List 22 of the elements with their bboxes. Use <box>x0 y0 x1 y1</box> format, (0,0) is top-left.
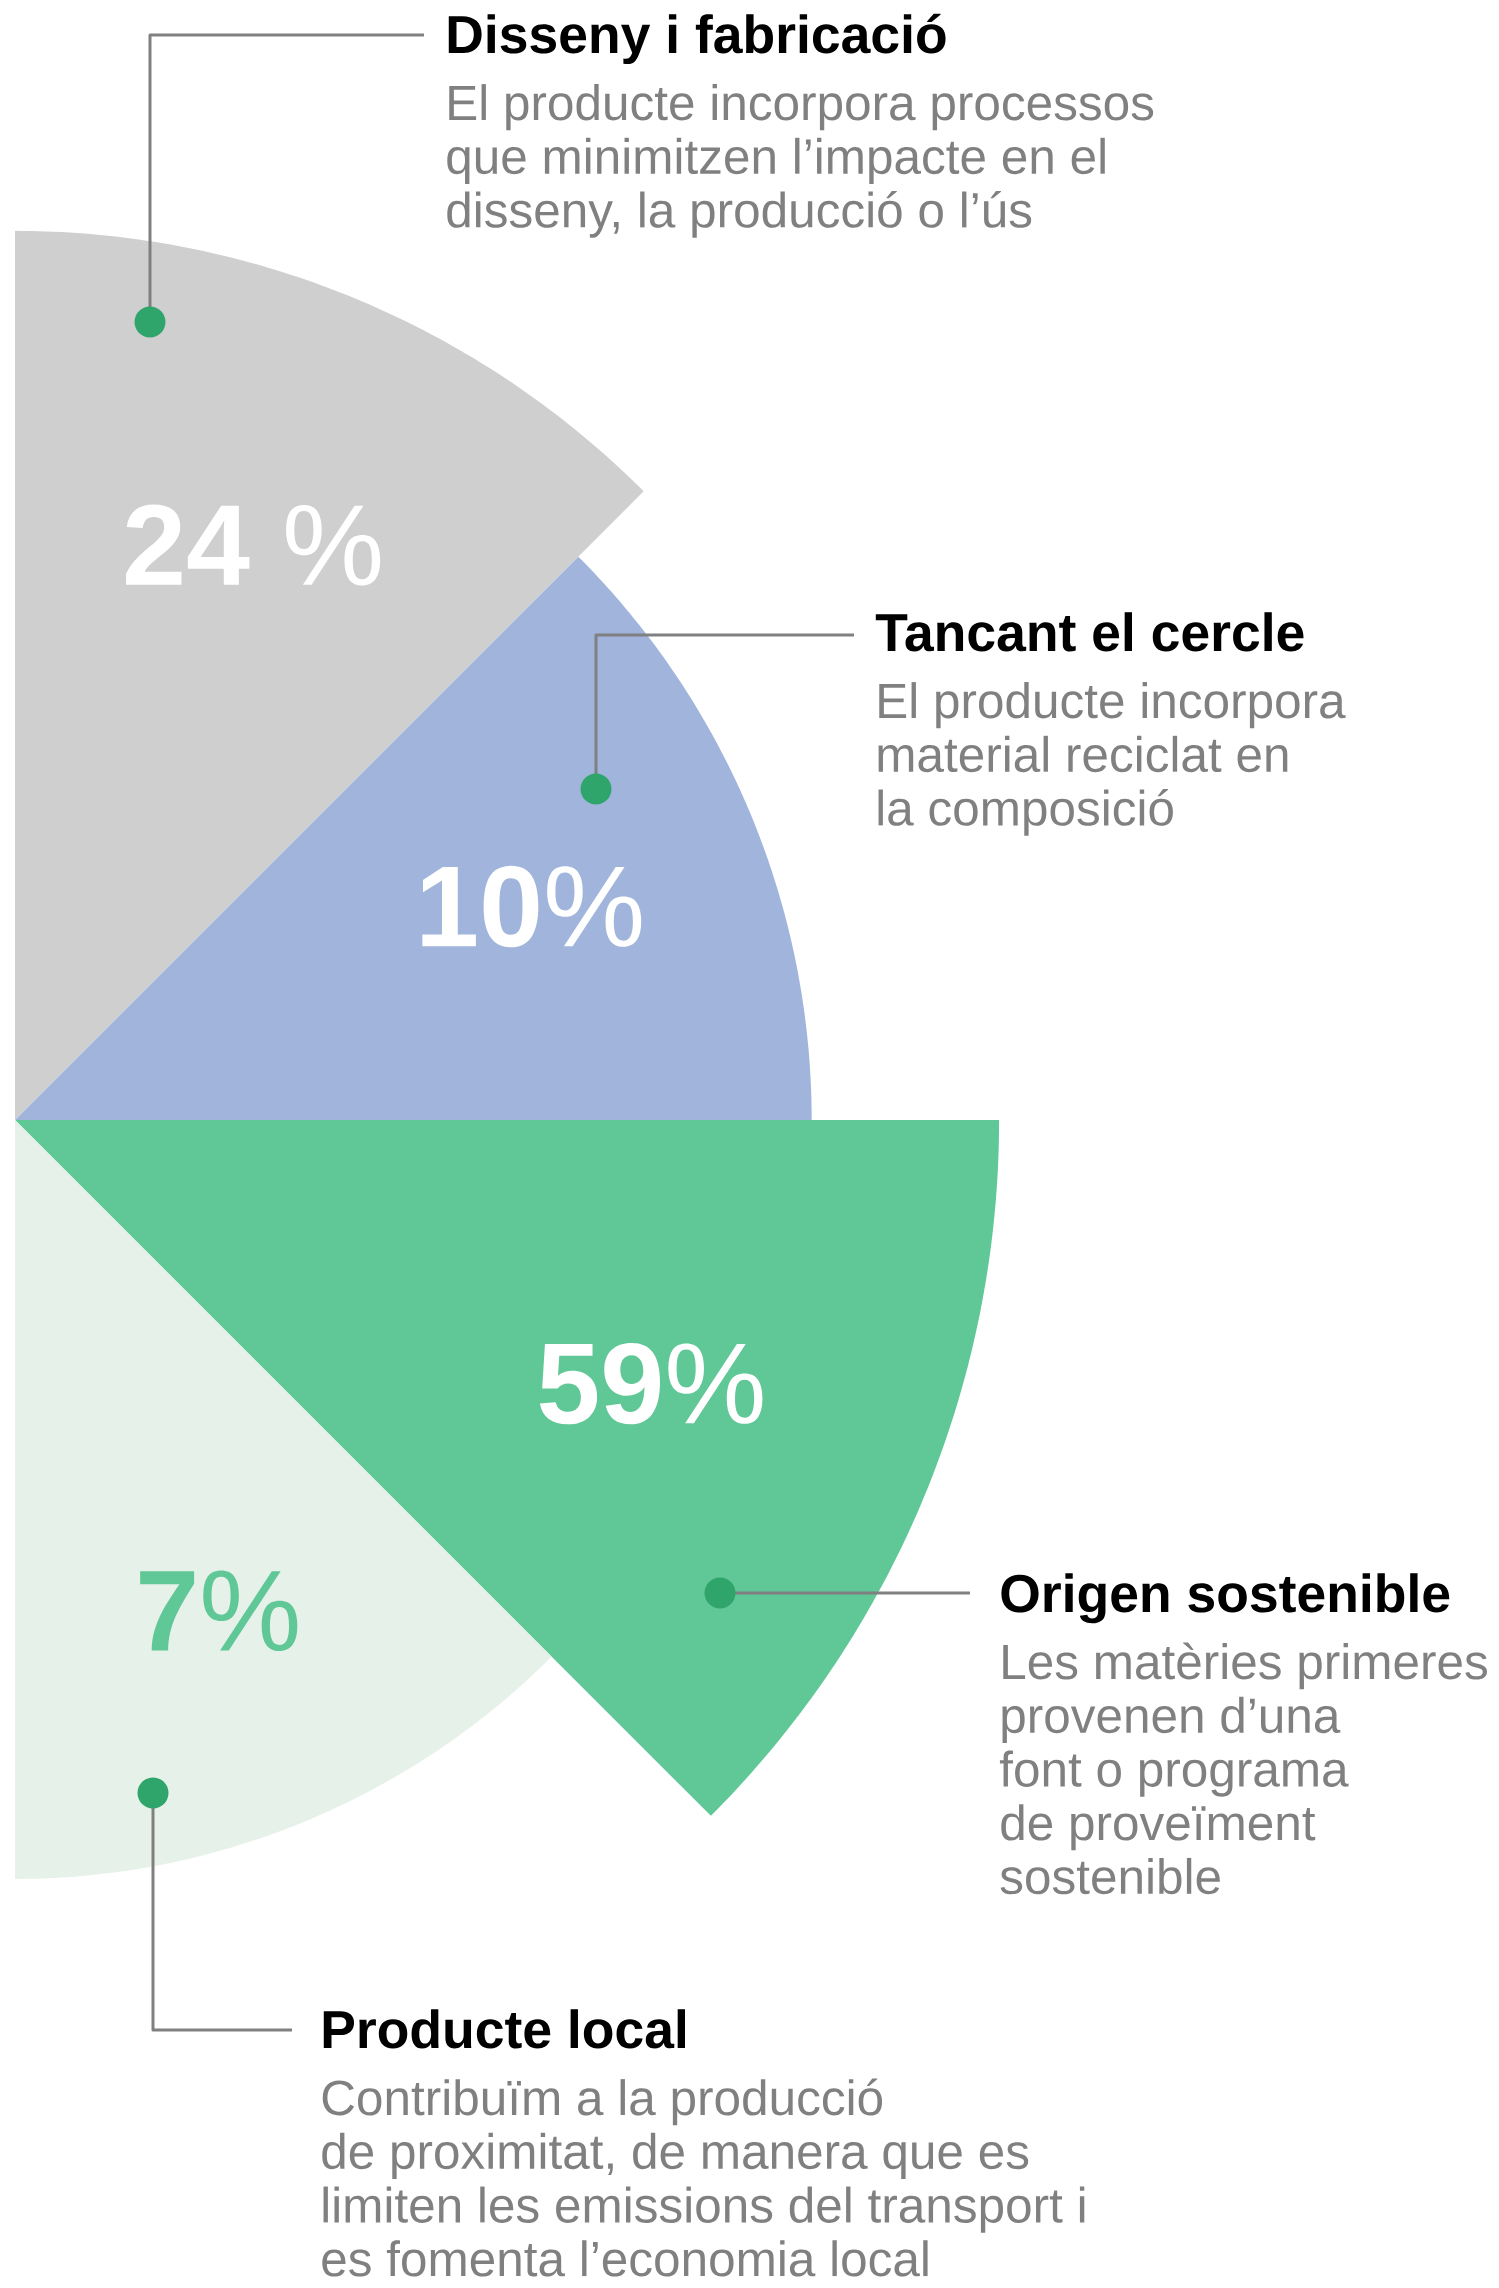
text: Contribuïm a la producció <box>322 2078 883 2126</box>
text: de proveïment <box>1001 1804 1316 1851</box>
text: de proximitat, de manera que es <box>322 2132 1029 2179</box>
text: sostenible <box>1000 1857 1220 1895</box>
text: El producte incorpora processos <box>449 84 1154 131</box>
text: provenen d’una <box>1002 1696 1341 1743</box>
category-label: Disseny i fabricació <box>448 13 946 65</box>
text: la composició <box>878 788 1173 836</box>
category-label: Origen sostenible <box>1001 1573 1450 1624</box>
text: El producte incorpora <box>879 682 1346 729</box>
category-label: Producte local <box>323 2009 686 2049</box>
text: disseny, la producció o l’ús <box>447 190 1032 238</box>
data-label: 59% <box>539 1342 763 1425</box>
text: es fomenta l’economia local <box>322 2240 928 2277</box>
text: material reciclat en <box>878 735 1288 773</box>
category-label: Tancant el cercle <box>875 612 1304 652</box>
text: limiten les emissions del transport i <box>323 2186 1085 2233</box>
data-label: 7% <box>140 1570 298 1652</box>
text: que minimitzen l’impacte en el <box>447 137 1105 184</box>
text: font o programa <box>999 1750 1349 1797</box>
data-label: 10% <box>422 865 642 948</box>
text: Les matèries primeres <box>1003 1642 1487 1690</box>
